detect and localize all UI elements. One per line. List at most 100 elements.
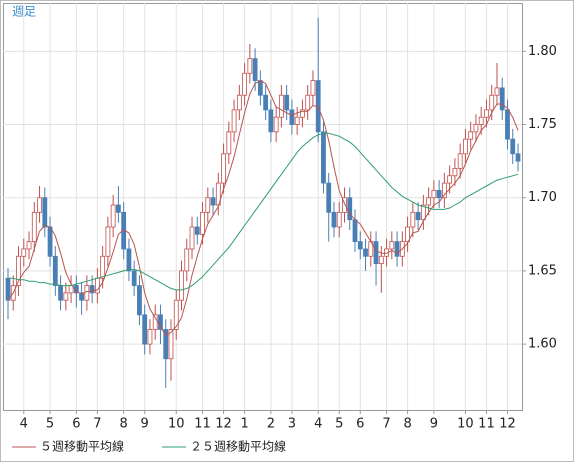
ma-line <box>8 132 519 291</box>
x-tick-label: 9 <box>141 417 149 432</box>
x-tick-label: 3 <box>288 417 296 432</box>
x-tick-label: 6 <box>72 417 80 432</box>
candle-body <box>284 94 290 111</box>
candle-body <box>236 94 242 111</box>
candle-body <box>289 109 295 125</box>
x-tick-label: 7 <box>93 417 101 432</box>
candle-body <box>510 138 516 155</box>
candle-body <box>468 131 474 140</box>
candle-body <box>305 94 311 111</box>
candle-body <box>189 226 195 250</box>
candle-body <box>342 197 347 213</box>
legend-label: ５週移動平均線 <box>40 439 124 454</box>
candle-body <box>184 248 190 272</box>
candle-body <box>5 277 11 301</box>
candle-body <box>300 109 305 118</box>
candle-body <box>331 211 337 228</box>
candle-body <box>147 329 153 345</box>
candle-body <box>352 219 358 243</box>
candle-body <box>363 248 368 257</box>
candle-body <box>499 87 505 111</box>
candle-body <box>394 241 400 257</box>
candle-body <box>231 109 237 133</box>
candle-body <box>452 168 458 177</box>
x-tick-label: 5 <box>335 417 343 432</box>
candle-body <box>357 241 363 250</box>
x-tick-label: 5 <box>46 417 54 432</box>
candle-body <box>173 299 179 330</box>
candle-body <box>63 292 69 301</box>
candle-body <box>221 153 226 184</box>
candle-body <box>378 255 384 264</box>
x-tick-label: 4 <box>20 417 28 432</box>
candle-body <box>89 285 95 294</box>
x-tick-label: 4 <box>314 417 322 432</box>
x-tick-label: 10 <box>457 417 474 432</box>
candle-body <box>210 197 216 206</box>
candle-body <box>515 153 521 162</box>
ma-line <box>7 80 519 336</box>
candle-body <box>389 241 395 250</box>
candle-body <box>273 116 279 133</box>
candle-body <box>447 175 453 184</box>
candle-body <box>473 124 479 133</box>
candle-body <box>420 204 426 221</box>
candle-body <box>294 116 300 125</box>
candle-body <box>42 197 48 228</box>
candle-body <box>126 248 132 272</box>
candle-body <box>478 116 484 125</box>
candle-body <box>58 285 63 301</box>
candle-body <box>205 197 211 213</box>
candle-body <box>410 211 416 228</box>
x-tick-label: 11 <box>478 417 495 432</box>
x-tick-label: 12 <box>215 417 232 432</box>
candle-body <box>116 204 121 213</box>
x-tick-label: 11 <box>194 417 211 432</box>
candle-body <box>152 314 158 330</box>
x-tick-label: 7 <box>382 417 390 432</box>
candle-body <box>252 58 258 81</box>
candle-body <box>26 241 32 250</box>
candle-body <box>279 94 284 118</box>
x-tick-label: 10 <box>168 417 185 432</box>
candle-body <box>431 189 437 199</box>
candle-body <box>373 241 379 264</box>
x-tick-label: 8 <box>120 417 128 432</box>
candle-body <box>405 226 410 243</box>
y-tick-label: 1.75 <box>528 117 557 132</box>
candle-body <box>110 204 116 228</box>
candle-body <box>268 109 274 133</box>
candle-body <box>100 255 106 279</box>
candle-body <box>321 131 326 184</box>
candle-body <box>441 182 447 199</box>
x-tick-label: 1 <box>240 417 248 432</box>
candle-body <box>31 211 37 243</box>
x-tick-label: 9 <box>430 417 438 432</box>
candle-body <box>310 80 316 96</box>
candle-body <box>226 131 232 155</box>
candle-body <box>415 211 421 221</box>
candle-body <box>457 153 463 169</box>
y-tick-label: 1.80 <box>528 44 557 59</box>
candle-body <box>484 109 489 118</box>
y-tick-label: 1.60 <box>528 337 557 352</box>
candle-body <box>505 109 510 140</box>
candle-body <box>131 270 137 286</box>
candle-body <box>84 285 90 301</box>
y-tick-label: 1.65 <box>528 263 557 278</box>
candle-body <box>247 58 253 74</box>
candle-body <box>79 292 85 301</box>
candle-body <box>242 72 247 96</box>
candle-body <box>37 197 42 213</box>
candle-body <box>489 94 495 111</box>
candle-body <box>158 314 163 330</box>
x-tick-label: 12 <box>499 417 516 432</box>
candle-body <box>347 197 353 221</box>
candle-body <box>179 270 184 301</box>
candle-body <box>257 80 263 96</box>
candle-body <box>142 314 148 345</box>
candle-body <box>194 226 200 235</box>
candle-body <box>105 226 111 257</box>
candle-body <box>263 94 269 111</box>
